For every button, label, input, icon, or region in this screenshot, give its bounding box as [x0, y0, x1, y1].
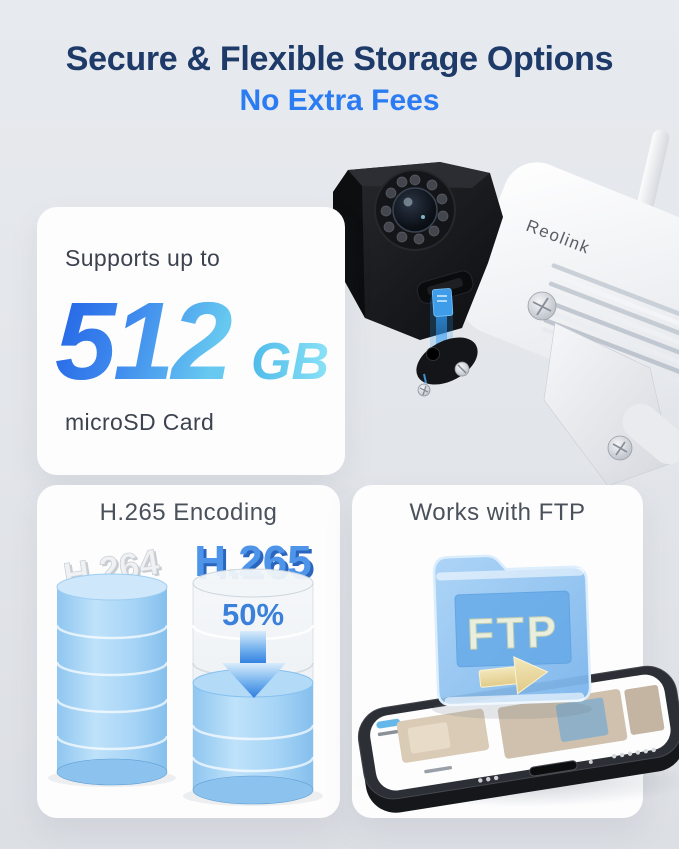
camera-body: Reolink [460, 162, 679, 487]
ftp-scene: FTP [350, 554, 679, 813]
phone-screen-content [376, 684, 665, 774]
cylinder-h265: 50% [191, 568, 315, 805]
transfer-arrow-icon [478, 656, 549, 695]
folder-icon: FTP [432, 554, 592, 707]
sd-cover [416, 337, 478, 397]
page-subtitle: No Extra Fees [239, 84, 440, 117]
storage-caption: microSD Card [65, 409, 215, 435]
storage-intro: Supports up to [65, 245, 221, 271]
phone-illustration [357, 665, 679, 813]
camera-illustration: Reolink [333, 129, 679, 487]
ftp-card: Works with FTP [350, 485, 679, 818]
encoding-card: H.265 Encoding H.264 H.264 [37, 485, 340, 818]
ftp-card-title: Works with FTP [409, 499, 586, 526]
storage-card: Supports up to 512 GB microSD Card [37, 207, 345, 475]
down-arrow-icon [222, 631, 286, 698]
savings-label: 50% [222, 597, 284, 632]
capacity-figure: 512 GB [55, 280, 329, 403]
folder-label: FTP [466, 607, 560, 659]
page-title: Secure & Flexible Storage Options [65, 40, 614, 78]
capacity-unit: GB [251, 333, 329, 391]
cylinder-chart: H.264 H.264 H.265 H.265 50% [48, 537, 323, 806]
cylinder-h264 [55, 573, 169, 786]
camera-head [333, 162, 503, 340]
encoding-card-title: H.265 Encoding [99, 499, 278, 526]
capacity-number: 512 [55, 280, 232, 403]
camera-lens [374, 169, 456, 251]
ir-led-ring [380, 174, 449, 245]
phone-edge-details [478, 747, 656, 783]
mount-arm [543, 322, 679, 487]
